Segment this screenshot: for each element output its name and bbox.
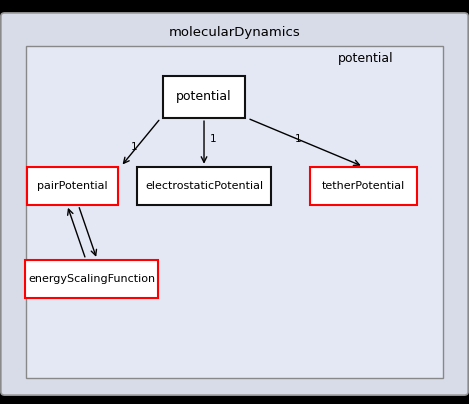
Text: 1: 1 <box>210 135 217 144</box>
Text: 1: 1 <box>130 143 137 152</box>
Text: potential: potential <box>176 90 232 103</box>
Text: pairPotential: pairPotential <box>38 181 108 191</box>
FancyBboxPatch shape <box>310 166 417 205</box>
FancyBboxPatch shape <box>26 46 443 378</box>
FancyBboxPatch shape <box>27 166 118 205</box>
FancyBboxPatch shape <box>25 259 158 298</box>
Text: tetherPotential: tetherPotential <box>322 181 405 191</box>
Text: 1: 1 <box>295 135 301 144</box>
FancyBboxPatch shape <box>163 76 245 118</box>
FancyBboxPatch shape <box>1 13 468 395</box>
FancyBboxPatch shape <box>137 166 271 205</box>
Text: potential: potential <box>338 52 393 65</box>
Text: energyScalingFunction: energyScalingFunction <box>28 274 155 284</box>
Text: molecularDynamics: molecularDynamics <box>169 26 300 39</box>
Text: electrostaticPotential: electrostaticPotential <box>145 181 263 191</box>
